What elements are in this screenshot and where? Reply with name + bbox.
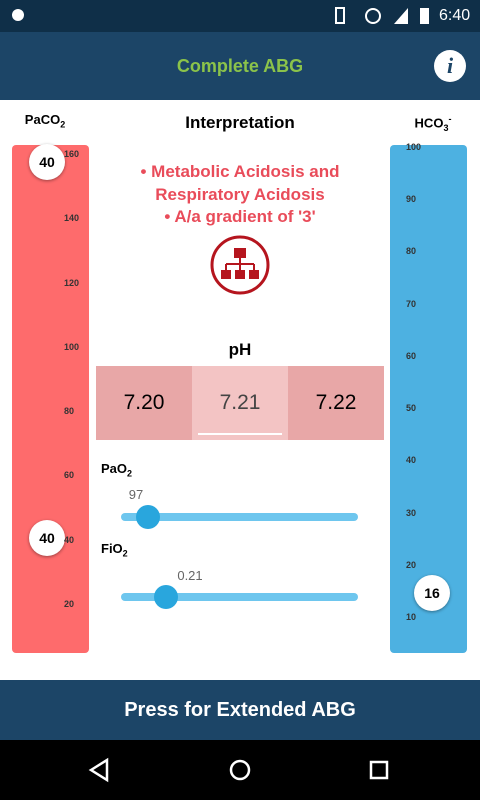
scale-label: 60 xyxy=(64,470,75,481)
back-button[interactable] xyxy=(88,757,109,783)
scale-label: 10 xyxy=(406,612,417,622)
fio2-label: FiO2 xyxy=(101,541,128,559)
label-sub: 2 xyxy=(127,468,133,479)
status-bar: 6:40 xyxy=(0,0,480,32)
scale-label: 160 xyxy=(64,149,80,159)
label-sup: - xyxy=(448,114,452,124)
recents-button[interactable] xyxy=(369,760,389,780)
app-title: Complete ABG xyxy=(176,56,304,76)
scale-label: 80 xyxy=(406,246,417,257)
paco2-label: PaCO2 xyxy=(25,112,65,130)
info-button[interactable]: i xyxy=(434,50,466,82)
label-sub: 2 xyxy=(122,548,128,559)
ph-option[interactable]: 7.22 xyxy=(288,366,384,440)
label-text: HCO xyxy=(414,115,444,131)
ph-underline xyxy=(198,433,282,435)
hco3-slider[interactable] xyxy=(390,145,467,653)
fio2-track[interactable] xyxy=(121,593,358,601)
ph-option-selected[interactable]: 7.21 xyxy=(192,366,288,440)
scale-label: 40 xyxy=(406,455,417,466)
scale-label: 60 xyxy=(406,350,417,361)
hco3-label: HCO3- xyxy=(415,114,452,133)
scale-label: 120 xyxy=(64,277,80,288)
ph-option[interactable]: 7.20 xyxy=(96,366,192,440)
flowchart-button[interactable] xyxy=(208,235,272,299)
scale-label: 100 xyxy=(406,142,422,152)
label-sub: 3 xyxy=(443,122,449,133)
pao2-label: PaO2 xyxy=(101,461,132,479)
scale-label: 20 xyxy=(64,599,75,609)
interpretation-title: Interpretation xyxy=(185,113,295,132)
label-text: PaCO xyxy=(24,112,61,127)
scale-label: 100 xyxy=(64,341,80,352)
pao2-thumb[interactable] xyxy=(136,505,160,529)
pao2-value: 97 xyxy=(128,487,144,502)
paco2-slider[interactable] xyxy=(12,145,89,653)
scale-label: 30 xyxy=(406,507,417,518)
status-time: 6:40 xyxy=(439,7,471,24)
interpretation-line: • A/a gradient of '3' xyxy=(164,207,316,226)
label-sub: 2 xyxy=(60,119,66,130)
app-bar: Complete ABG i xyxy=(0,32,480,100)
ph-label: pH xyxy=(228,340,252,359)
scale-label: 140 xyxy=(64,213,80,224)
interpretation-line: • Metabolic Acidosis and xyxy=(140,162,340,181)
scale-label: 50 xyxy=(406,403,417,414)
label-text: FiO xyxy=(101,541,123,556)
nav-bar xyxy=(0,740,480,800)
extended-abg-button[interactable]: Press for Extended ABG xyxy=(0,680,480,740)
hco3-knob[interactable]: 16 xyxy=(414,575,450,611)
scale-label: 90 xyxy=(406,194,417,205)
scale-label: 40 xyxy=(64,534,75,545)
paco2-top-knob: 40 xyxy=(29,144,65,180)
scale-label: 20 xyxy=(406,559,417,570)
pao2-track[interactable] xyxy=(121,513,358,521)
interpretation-text: • Metabolic Acidosis and Respiratory Aci… xyxy=(141,161,340,229)
interpretation-line: Respiratory Acidosis xyxy=(155,184,325,204)
label-text: PaO xyxy=(101,461,128,476)
fio2-thumb[interactable] xyxy=(154,585,178,609)
nav-icons xyxy=(88,757,389,783)
paco2-knob[interactable]: 40 xyxy=(29,520,65,556)
scale-label: 80 xyxy=(64,406,75,417)
status-icons xyxy=(12,7,429,24)
home-button[interactable] xyxy=(229,759,251,781)
scale-label: 70 xyxy=(406,298,417,309)
fio2-value: 0.21 xyxy=(177,568,203,583)
